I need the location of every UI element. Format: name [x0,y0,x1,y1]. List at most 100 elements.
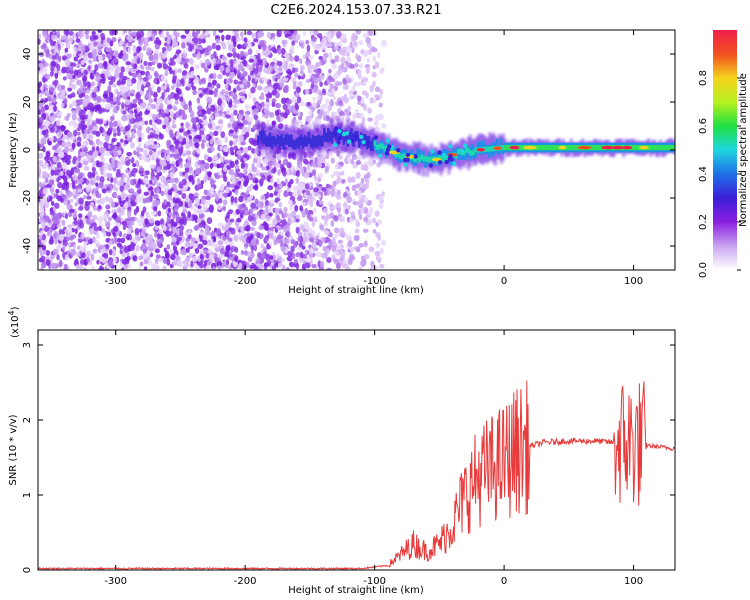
heatmap-cell [295,226,300,234]
heatmap-cell [150,66,155,72]
heatmap-cell [107,183,114,191]
heatmap-cell [194,167,201,175]
heatmap-cell [250,148,256,154]
heatmap-cell [280,231,284,236]
heatmap-cell [309,200,314,208]
heatmap-cell [55,143,60,148]
heatmap-cell [207,82,212,88]
heatmap-cell [325,247,330,255]
heatmap-cell [114,159,118,165]
heatmap-cell [379,88,383,96]
heatmap-cell [140,70,146,76]
heatmap-cell [217,203,222,211]
heatmap-cell [87,239,92,244]
heatmap-cell [112,213,118,219]
heatmap-cell [124,182,130,188]
heatmap-cell [338,100,344,106]
heatmap-cell [48,136,54,142]
heatmap-cell [50,66,55,72]
heatmap-cell [333,258,339,264]
heatmap-cell [307,227,313,235]
heatmap-cell [265,50,271,56]
heatmap-cell [43,162,49,168]
heatmap-cell [150,210,157,216]
heatmap-cell [224,251,230,257]
heatmap-cell [38,239,42,247]
heatmap-cell [143,148,149,156]
heatmap-cell [251,105,257,110]
heatmap-cell [242,119,248,125]
heatmap-cell [295,103,299,111]
heatmap-cell [166,258,171,266]
heatmap-cell [101,253,107,258]
heatmap-cell [81,252,86,259]
heatmap-cell [264,214,270,219]
heatmap-cell [213,65,219,71]
heatmap-cell [363,254,370,260]
heatmap-cell [147,260,153,266]
heatmap-cell [340,129,344,139]
heatmap-cell [84,204,90,211]
heatmap-cell [247,42,252,49]
heatmap-cell [185,181,191,187]
heatmap-cell [186,83,192,88]
heatmap-cell [156,188,160,194]
heatmap-cell [162,124,167,130]
heatmap-cell [132,162,137,168]
heatmap-cell [279,30,283,34]
heatmap-cell [84,56,89,62]
heatmap-cell [166,163,172,170]
heatmap-cell [59,95,66,100]
heatmap-cell [265,103,270,109]
heatmap-cell [331,237,336,243]
heatmap-cell [229,59,234,65]
heatmap-cell [255,238,260,246]
heatmap-cell [334,191,338,198]
heatmap-cell [146,47,152,55]
heatmap-cell [244,154,250,159]
heatmap-cell [193,192,199,197]
heatmap-cell [113,120,118,127]
heatmap-cell [222,235,227,241]
heatmap-cell [344,208,349,215]
heatmap-cell [131,77,137,84]
heatmap-cell [240,31,244,38]
heatmap-cell [129,216,135,222]
heatmap-cell [297,194,303,201]
heatmap-cell [347,240,353,248]
heatmap-cell [40,208,45,216]
heatmap-cell [277,47,282,55]
heatmap-cell [276,134,280,144]
heatmap-cell [355,171,361,179]
heatmap-cell [366,172,371,179]
heatmap-cell [243,169,248,175]
heatmap-cell [147,74,153,80]
heatmap-cell [112,57,118,63]
heatmap-cell [334,55,340,63]
heatmap-cell [238,172,244,179]
heatmap-cell [305,115,312,123]
heatmap-cell [253,114,259,121]
heatmap-cell [361,90,368,96]
heatmap-cell [153,206,158,212]
heatmap-cell [120,176,125,184]
heatmap-cell [140,65,145,70]
heatmap-cell [90,81,96,87]
heatmap-cell [355,247,361,253]
heatmap-cell [276,154,282,161]
heatmap-cell [291,34,296,40]
heatmap-cell [329,206,334,212]
heatmap-cell [170,146,176,153]
heatmap-cell [252,216,257,222]
heatmap-cell [121,102,125,110]
heatmap-cell [148,247,154,252]
heatmap-cell [196,178,201,185]
heatmap-cell [201,134,206,139]
spectrogram-heatmap [38,30,675,270]
heatmap-cell [257,66,263,73]
heatmap-cell [354,62,359,68]
heatmap-cell [281,39,287,45]
heatmap-cell [234,164,240,170]
heatmap-cell [154,248,160,254]
heatmap-cell [268,154,274,162]
